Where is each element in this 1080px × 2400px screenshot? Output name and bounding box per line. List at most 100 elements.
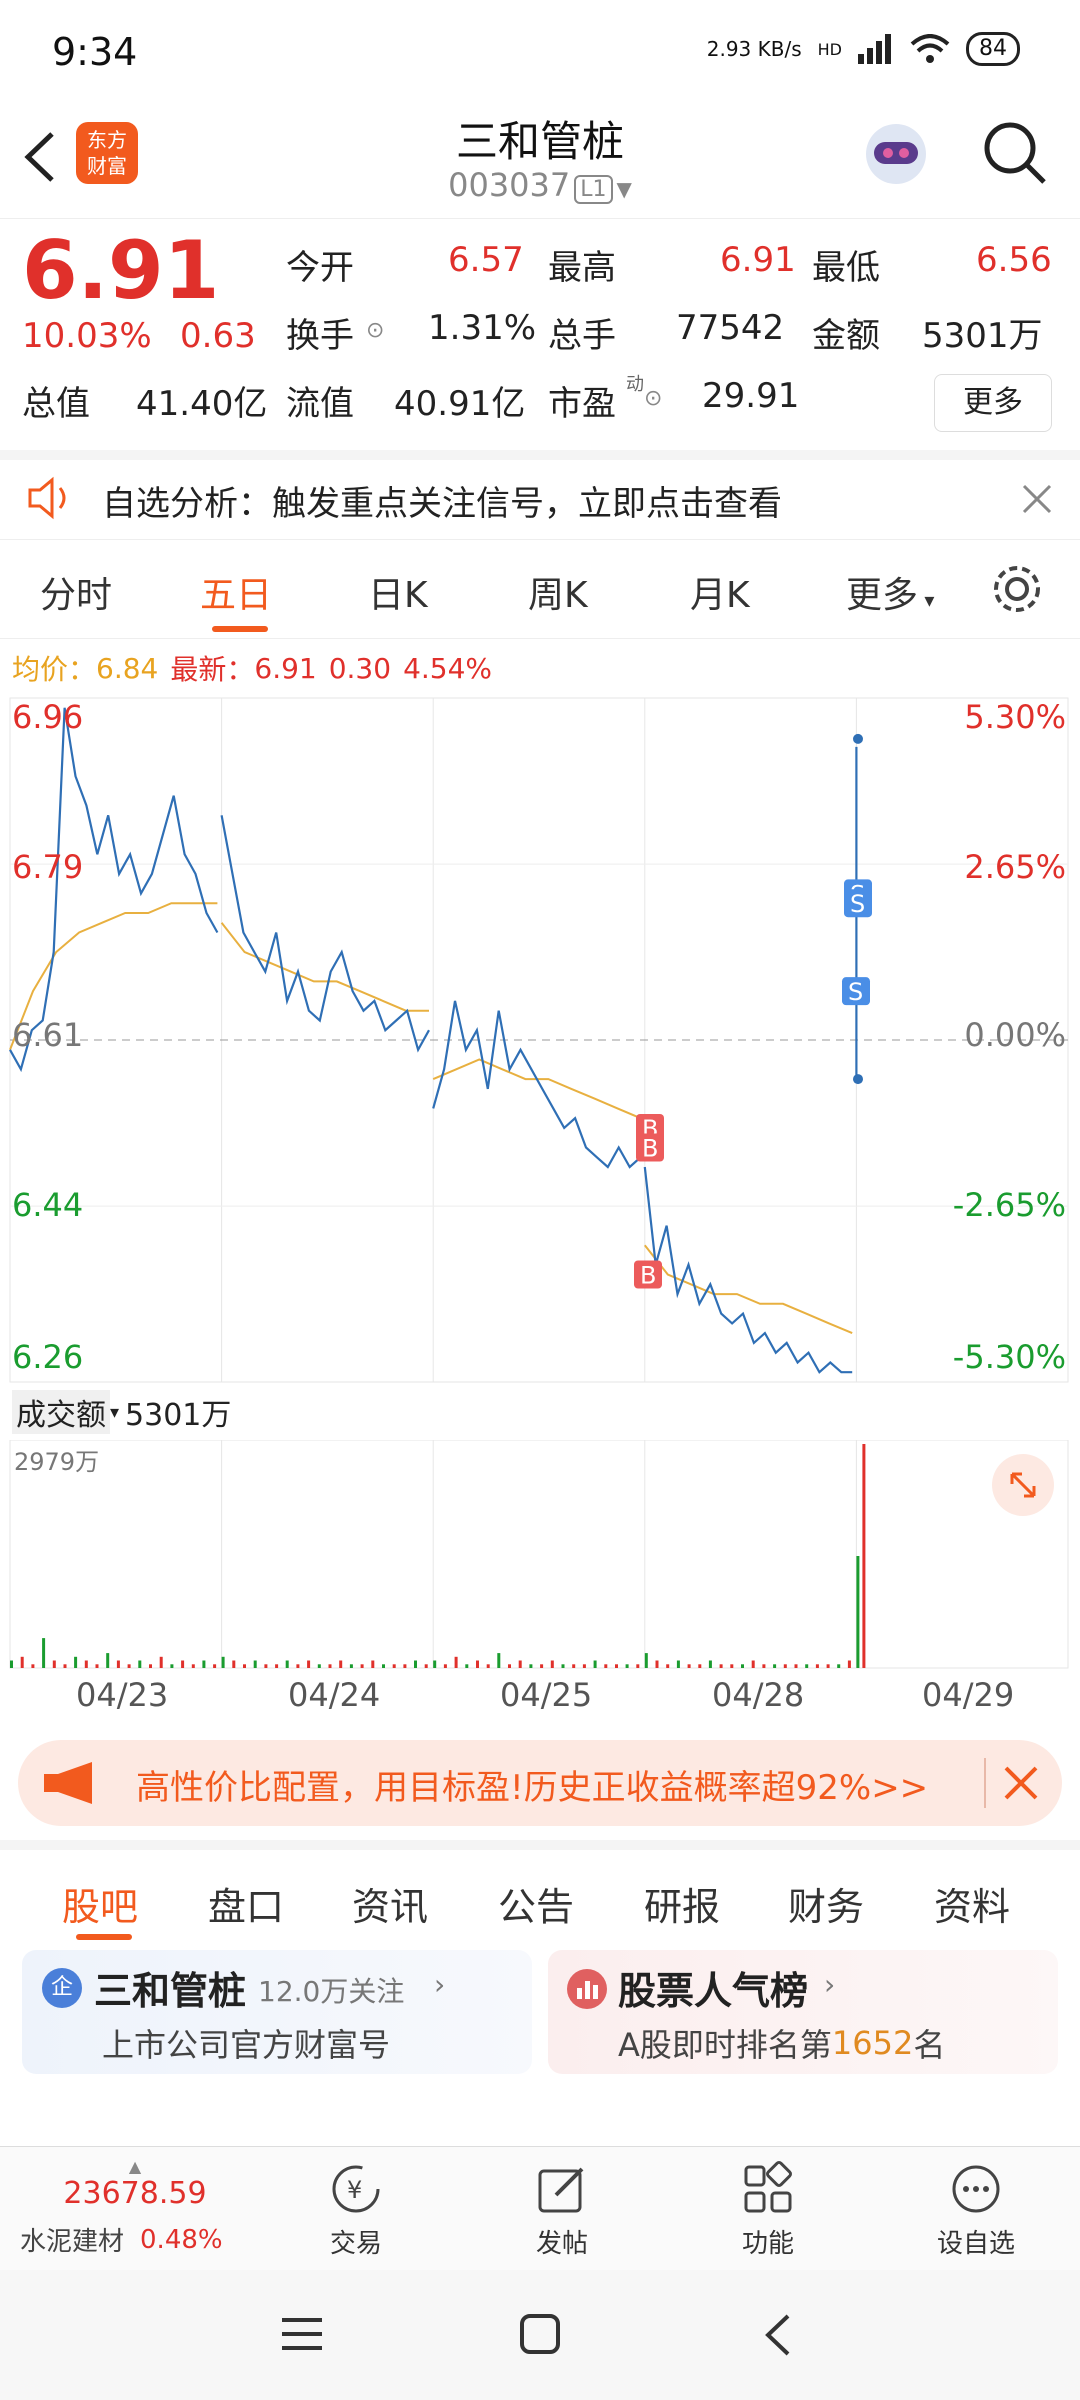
volume-bar [708, 1660, 712, 1668]
more-dots-icon [952, 2165, 1000, 2213]
volume-bar [698, 1664, 702, 1668]
x-date-0: 04/23 [76, 1676, 169, 1714]
pe-info-icon[interactable]: ⊙ [644, 386, 663, 411]
amount-value: 5301万 [922, 316, 1043, 356]
avg-line-day-3 [644, 1244, 853, 1335]
index-widget[interactable]: ▲ 23678.59 水泥建材 0.48% [20, 2157, 250, 2258]
tab-weekly-k[interactable]: 周K [528, 575, 588, 616]
promo-close-icon[interactable] [1002, 1764, 1040, 1802]
avg-line-day-2 [432, 1058, 641, 1120]
volume-bar [232, 1660, 236, 1668]
rank-number: 1652 [831, 2024, 914, 2062]
latest-change: 0.30 [328, 651, 392, 685]
volume-bar [84, 1660, 88, 1668]
volume-bar [826, 1664, 830, 1668]
signal-s-marker [842, 977, 870, 1006]
tab-announcements[interactable]: 公告 [498, 1885, 575, 1929]
notice-bar[interactable]: 自选分析：触发重点关注信号，立即点击查看 [0, 450, 1080, 540]
pe-label: 市盈 [548, 384, 616, 424]
expand-button[interactable] [992, 1454, 1054, 1516]
system-nav-bar [0, 2270, 1080, 2400]
tab-news[interactable]: 资讯 [352, 1885, 429, 1929]
volume-bar [159, 1656, 163, 1668]
y-left-tick-1: 6.79 [12, 848, 84, 886]
card-left-sub: 上市公司官方财富号 [102, 2026, 391, 2064]
tab-pankou[interactable]: 盘口 [208, 1885, 285, 1929]
function-button[interactable]: 功能 [708, 2161, 828, 2260]
signal-b-label: B [640, 1262, 656, 1290]
caret-down-icon: ▾ [918, 588, 935, 612]
volume-svg [9, 1439, 1069, 1669]
post-button[interactable]: 发帖 [502, 2161, 622, 2260]
net-speed: 2.93 KB/s [706, 37, 802, 61]
trade-icon: ¥ [332, 2165, 380, 2213]
trade-button[interactable]: ¥ 交易 [296, 2161, 416, 2260]
tab-daily-k[interactable]: 日K [368, 575, 428, 616]
volume-bar [762, 1664, 766, 1668]
official-account-card[interactable]: 企 三和管桩 12.0万关注 › 上市公司官方财富号 [22, 1950, 532, 2074]
tab-monthly-k[interactable]: 月K [690, 575, 750, 616]
volume-bar [741, 1664, 744, 1668]
volume-bar [106, 1653, 110, 1668]
signal-b-marker [636, 1133, 664, 1162]
back-nav-icon[interactable] [758, 2312, 798, 2358]
latest-value: 6.91 [254, 651, 317, 685]
volume-bar [655, 1660, 659, 1668]
index-value: 23678.59 [63, 2176, 207, 2211]
popularity-card[interactable]: 股票人气榜 › A股即时排名第 1652 名 [548, 1950, 1058, 2074]
card-right-sub: A股即时排名第 1652 名 [618, 2020, 945, 2066]
more-button[interactable]: 更多 [934, 374, 1052, 432]
stock-code-row[interactable]: 003037 L1 ▼ [0, 166, 1080, 204]
y-left-tick-3: 6.44 [12, 1186, 84, 1224]
info-icon[interactable]: ⊙ [366, 318, 385, 343]
quote-panel: 6.91 10.03% 0.63 总值 41.40亿 今开 6.57 最高 6.… [0, 220, 1080, 450]
tab-guba[interactable]: 股吧 [62, 1885, 139, 1929]
amount-label: 金额 [812, 316, 880, 356]
search-icon[interactable] [980, 118, 1050, 188]
volume-chart[interactable]: 2979万 04/23 04/24 04/25 04/28 04/29 [0, 1439, 1080, 1730]
add-watchlist-button[interactable]: 设自选 [916, 2161, 1036, 2260]
tab-profile[interactable]: 资料 [934, 1885, 1011, 1929]
volume-bar [191, 1664, 195, 1668]
five-day-chart[interactable]: BBBSSS 6.96 6.79 6.61 6.44 6.26 5.30% 2.… [0, 690, 1080, 1434]
card-left-follow: 12.0万关注 [258, 1975, 405, 2008]
pe-sup: 动 [626, 374, 644, 395]
enterprise-badge-icon: 企 [42, 1968, 82, 2008]
edit-icon [538, 2167, 584, 2213]
promo-banner[interactable]: 高性价比配置，用目标盈!历史正收益概率超92%>> [18, 1740, 1062, 1826]
tab-five-day[interactable]: 五日 [200, 575, 273, 616]
volume-bar [403, 1664, 407, 1668]
volume-bar [433, 1660, 437, 1668]
gear-icon[interactable] [990, 562, 1044, 616]
price-line-day-3 [643, 1166, 853, 1374]
price-line-day-2 [432, 1000, 642, 1169]
volume-bar [805, 1664, 809, 1668]
menu-icon[interactable] [280, 2314, 324, 2354]
tab-more[interactable]: 更多 ▾ [846, 566, 934, 618]
battery-icon: 84 [966, 32, 1020, 66]
latest-label: 最新： [170, 653, 255, 686]
y-right-tick-1: 2.65% [964, 848, 1066, 886]
home-icon[interactable] [518, 2312, 562, 2356]
robot-avatar-icon[interactable] [858, 116, 934, 192]
logo-text-1: 东方 [87, 128, 127, 152]
tab-intraday[interactable]: 分时 [40, 575, 113, 616]
tab-research[interactable]: 研报 [644, 1885, 721, 1929]
tab-finance[interactable]: 财务 [788, 1885, 865, 1929]
volume-bar [783, 1664, 787, 1668]
rank-chart-icon [567, 1969, 607, 2009]
avg-value: 6.84 [96, 651, 159, 685]
low-value: 6.56 [976, 240, 1052, 280]
close-icon[interactable] [1020, 482, 1054, 516]
chevron-down-icon: ▼ [616, 177, 632, 201]
volume-bar [847, 1660, 851, 1668]
x-date-4: 04/29 [922, 1676, 1015, 1714]
signal-icon [858, 34, 891, 64]
high-label: 最高 [548, 248, 616, 288]
volume-indicator[interactable]: 成交额 ▾ 5301万 [12, 1390, 231, 1434]
volume-bar [253, 1660, 257, 1668]
volume-caret-icon: ▾ [110, 1401, 120, 1423]
back-icon[interactable] [20, 130, 60, 184]
speaker-icon [28, 476, 66, 520]
mcap-value: 41.40亿 [136, 384, 268, 424]
